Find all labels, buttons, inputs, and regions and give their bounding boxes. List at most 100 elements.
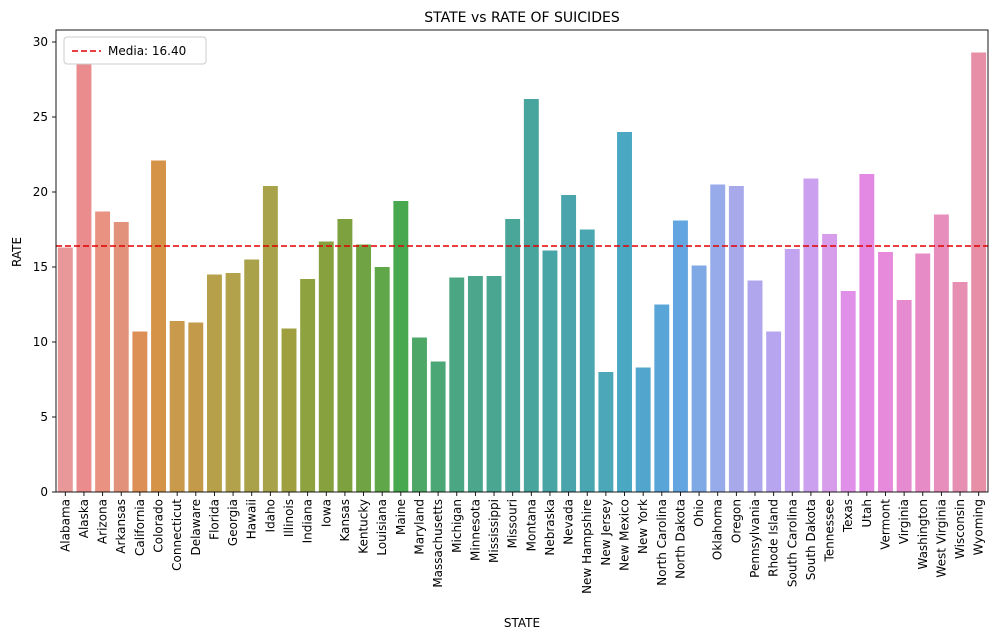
bar (393, 201, 409, 492)
bar (859, 174, 875, 492)
bar (617, 132, 632, 492)
x-tick-label: Nebraska (543, 499, 557, 556)
bar (579, 229, 595, 492)
x-tick-label: Utah (860, 499, 874, 527)
bar (486, 276, 502, 492)
bar (766, 331, 782, 492)
x-tick-label: Georgia (226, 499, 240, 546)
x-tick-label: Michigan (450, 499, 464, 553)
bar (896, 300, 912, 492)
x-tick-label: Massachusetts (431, 499, 445, 588)
y-axis: 0 5 10 15 20 25 30 (33, 35, 56, 499)
x-tick-label: South Carolina (785, 499, 799, 587)
x-tick-label: Colorado (152, 499, 166, 553)
x-tick-label: Wisconsin (953, 499, 967, 559)
bar (169, 321, 185, 492)
bar (57, 247, 73, 492)
bar (449, 277, 465, 492)
x-tick-label: Alaska (77, 499, 91, 538)
x-tick-label: Tennessee (823, 499, 837, 563)
x-tick-label: Rhode Island (767, 499, 781, 577)
bar (151, 160, 166, 492)
x-tick-label: Delaware (189, 499, 203, 556)
bar (728, 186, 744, 492)
x-tick-label: New Mexico (618, 499, 632, 571)
x-tick-label: New York (636, 499, 650, 554)
x-axis: Alabama Alaska Arizona Arkansas California Co… (58, 492, 986, 594)
x-tick-label: Washington (916, 499, 930, 570)
x-tick-label: West Virginia (934, 499, 948, 578)
legend-box (63, 36, 207, 65)
x-tick-label: Oregon (729, 499, 743, 543)
x-tick-label: Arizona (96, 499, 110, 544)
bar (300, 279, 316, 492)
x-tick-label: Nevada (562, 499, 576, 545)
bar (113, 222, 129, 492)
x-tick-label: New Jersey (599, 499, 613, 566)
x-tick-label: Missouri (506, 499, 520, 548)
x-tick-label: Texas (841, 499, 855, 533)
x-tick-label: Illinois (282, 499, 296, 537)
x-tick-label: Florida (207, 499, 221, 540)
bar (635, 367, 651, 492)
bar (840, 291, 856, 492)
bar (691, 265, 707, 492)
x-tick-label: Ohio (692, 499, 706, 527)
bar (356, 244, 372, 492)
bar (672, 220, 688, 492)
bar (747, 280, 763, 492)
x-tick-label: Indiana (301, 499, 315, 543)
bars-group (57, 52, 987, 492)
x-tick-label: Alabama (58, 499, 72, 552)
bar (822, 234, 838, 492)
x-tick-label: Arkansas (114, 499, 128, 554)
bar (225, 273, 241, 492)
x-tick-label: Kentucky (357, 499, 371, 554)
bar (412, 337, 427, 492)
bar (188, 322, 204, 492)
x-tick-label: Montana (524, 499, 538, 551)
bar (933, 214, 949, 492)
y-tick-label: 25 (33, 110, 48, 124)
bar (710, 184, 726, 492)
plot-frame (55, 29, 989, 493)
y-tick-label: 10 (33, 335, 48, 349)
legend: Media: 16.40 (63, 36, 207, 65)
y-tick-label: 20 (33, 185, 48, 199)
y-axis-title: RATE (10, 237, 24, 267)
x-tick-label: Louisiana (375, 499, 389, 556)
x-tick-label: Oklahoma (711, 499, 725, 560)
x-tick-label: Mississippi (487, 499, 501, 563)
y-tick-label: 15 (33, 260, 48, 274)
y-tick-label: 5 (40, 410, 48, 424)
bar (878, 252, 893, 492)
bar (281, 328, 297, 492)
x-tick-label: Minnesota (468, 499, 482, 561)
x-tick-label: North Carolina (655, 499, 669, 586)
chart-title: STATE vs RATE OF SUICIDES (424, 10, 620, 26)
bar (337, 219, 353, 492)
bar (95, 211, 111, 492)
bar (598, 372, 614, 492)
bar (561, 195, 577, 492)
bar (206, 274, 222, 492)
bar (971, 52, 987, 492)
bar (523, 99, 539, 492)
bar (244, 259, 260, 492)
bar (318, 241, 334, 492)
x-tick-label: Wyoming (972, 499, 986, 555)
bar (542, 250, 558, 492)
x-tick-label: New Hampshire (580, 499, 594, 594)
x-tick-label: Iowa (319, 499, 333, 527)
x-tick-label: Connecticut (170, 499, 184, 571)
x-tick-label: Idaho (263, 499, 277, 532)
x-tick-label: North Dakota (673, 499, 687, 579)
bar (654, 304, 670, 492)
x-tick-label: Maryland (412, 499, 426, 555)
bar (262, 186, 278, 492)
x-tick-label: Hawaii (245, 499, 259, 539)
x-axis-title: STATE (504, 616, 540, 630)
x-tick-label: South Dakota (804, 499, 818, 580)
y-tick-label: 30 (33, 35, 48, 49)
bar (784, 249, 800, 492)
